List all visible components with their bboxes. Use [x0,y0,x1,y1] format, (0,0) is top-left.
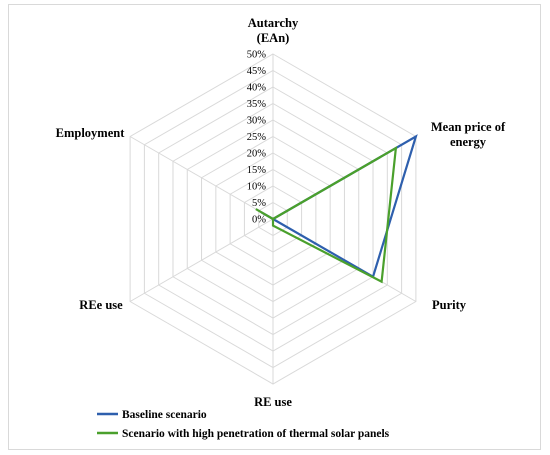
radar-tick-labels: 0% 5% 10% 15% 20% 25% 30% 35% 40% 45% 50% [247,50,267,226]
axis-label: Autarchy (EAn) [248,16,299,45]
tick-label: 5% [252,198,266,209]
chart-legend: Baseline scenario Scenario with high pene… [97,409,390,440]
axis-label: Employment [56,126,126,140]
grid-spoke [129,136,274,220]
axis-label: Mean price of energy [431,120,506,149]
tick-label: 25% [247,132,267,143]
series-line-2 [255,146,398,284]
tick-label: 15% [247,165,267,176]
tick-label: 0% [252,215,266,226]
axis-label: RE use [254,395,292,409]
chart-frame [8,4,541,450]
tick-label: 35% [247,99,267,110]
radar-series [255,134,418,284]
tick-label: 20% [247,149,267,160]
axis-label: Purity [432,298,467,312]
legend-label: Scenario with high penetration of therma… [122,428,390,440]
legend-label: Baseline scenario [122,409,207,421]
axis-label: REe use [79,298,123,312]
tick-label: 50% [247,50,267,61]
tick-label: 45% [247,66,267,77]
grid-spoke [129,218,274,302]
radar-axis-labels: Autarchy (EAn) Mean price of energy Purity RE… [56,16,506,409]
tick-label: 30% [247,116,267,127]
tick-label: 10% [247,182,267,193]
tick-label: 40% [247,83,267,94]
